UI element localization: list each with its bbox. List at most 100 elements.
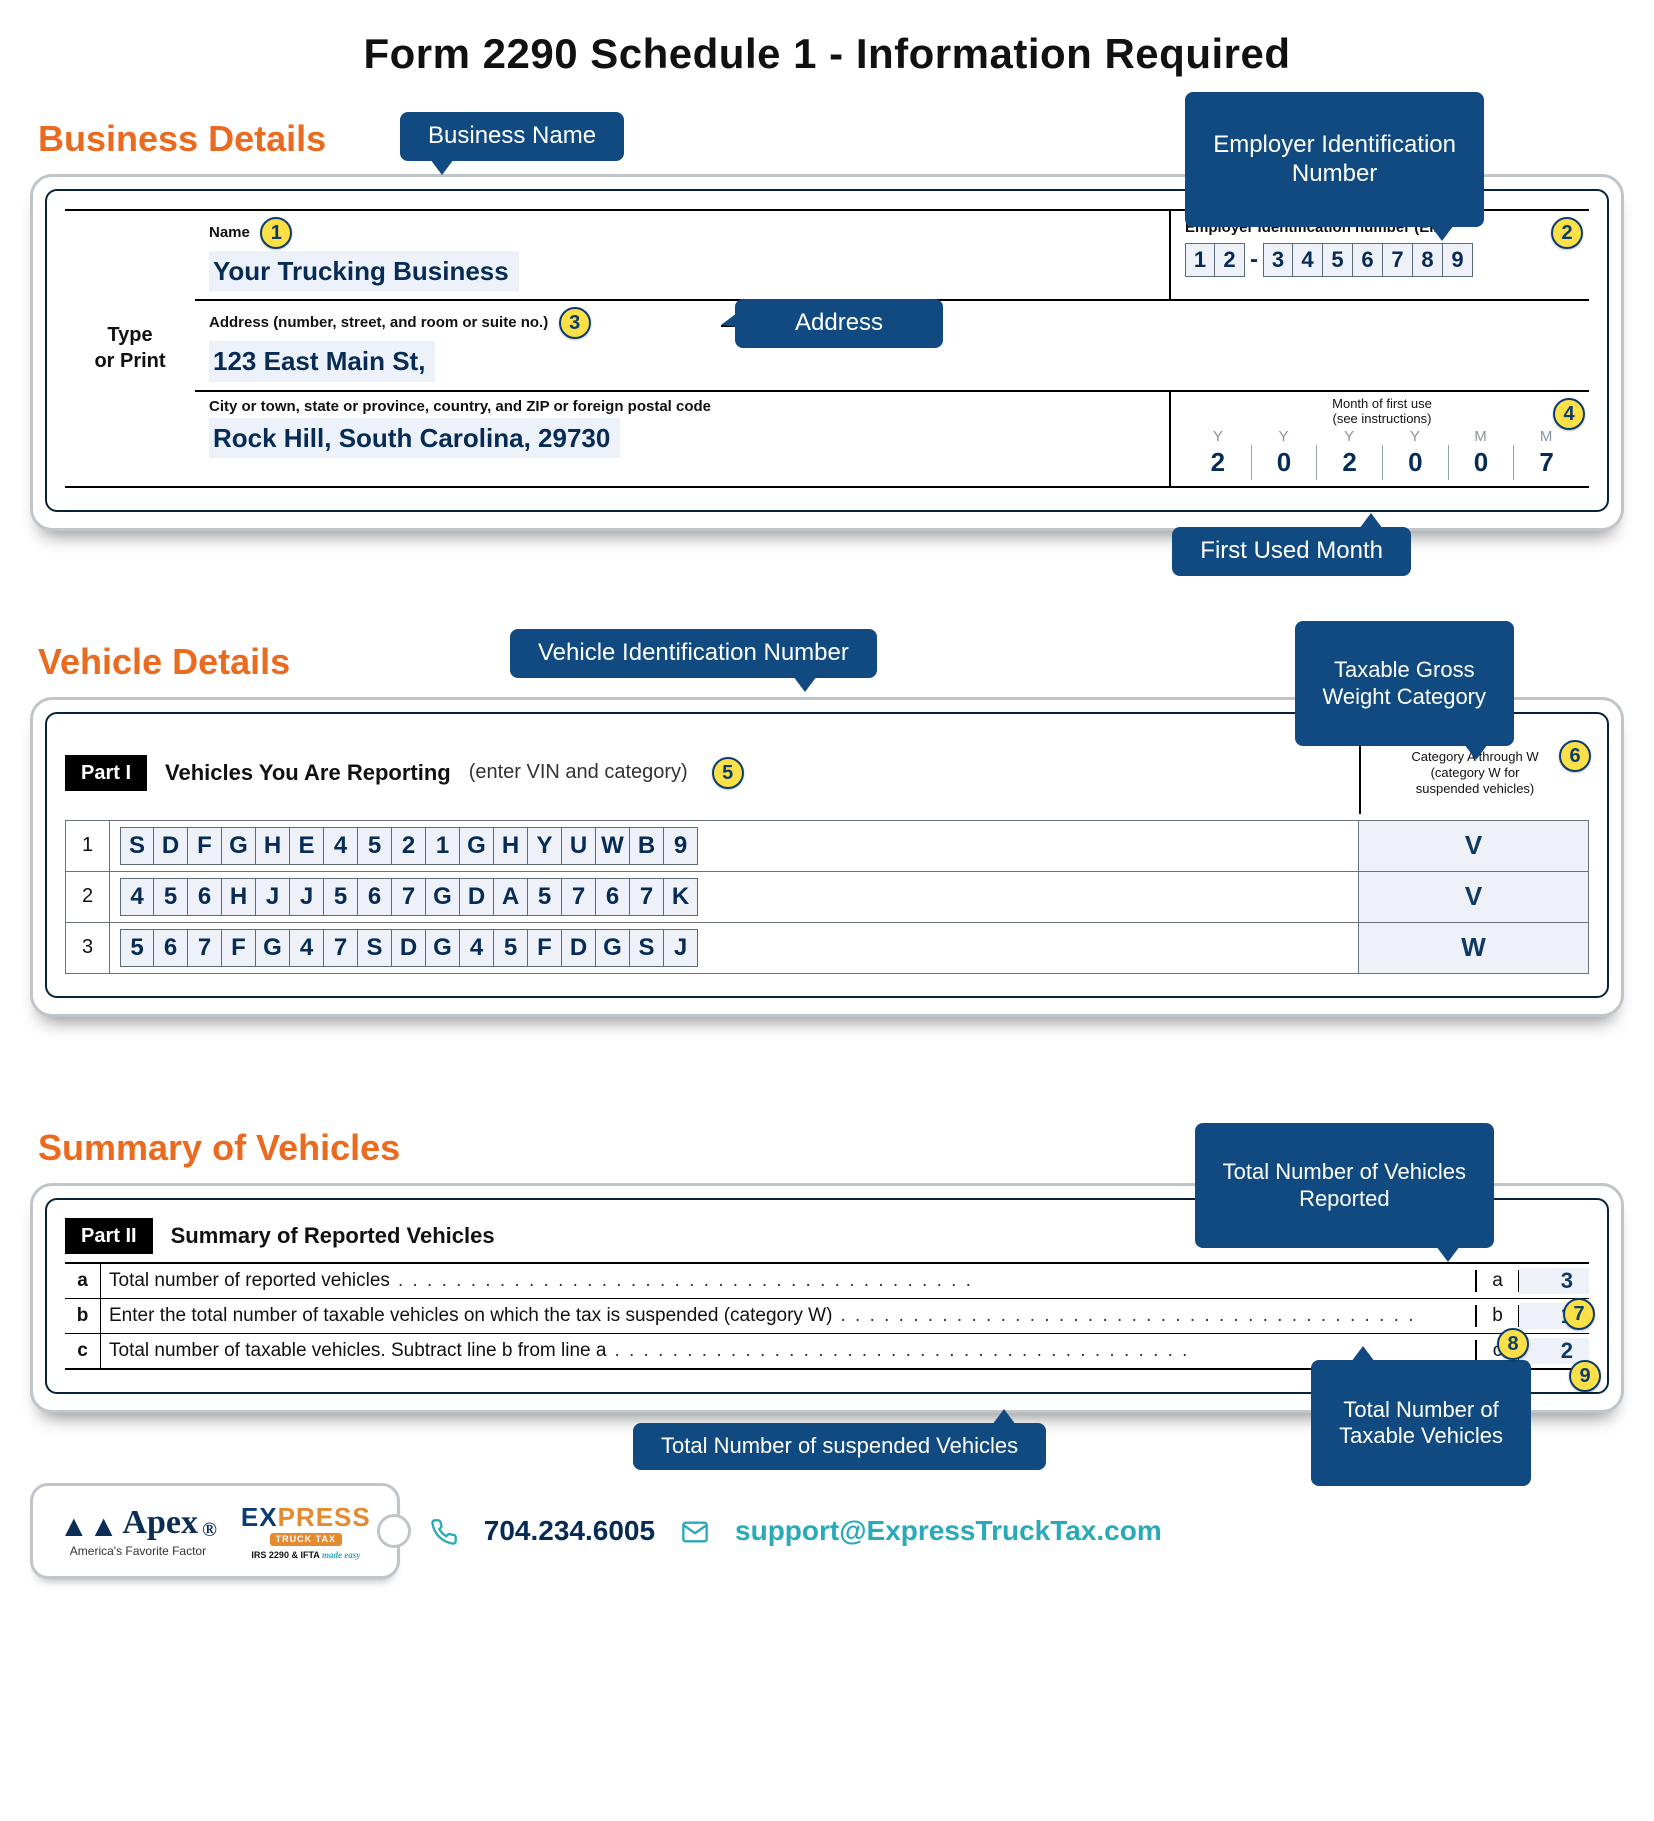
vin-char: 7 [562, 878, 596, 916]
vin-char: 6 [358, 878, 392, 916]
callout-ein: Employer Identification Number [1185, 92, 1484, 227]
vin-char: 5 [528, 878, 562, 916]
badge-6: 6 [1559, 740, 1591, 772]
badge-4: 4 [1553, 398, 1585, 430]
vin-cell: 567FG47SDG45FDGSJ [110, 922, 1359, 973]
vin-char: 6 [154, 929, 188, 967]
vin-category: V [1359, 820, 1589, 871]
vin-char: H [256, 827, 290, 865]
apex-name: Apex [122, 1504, 198, 1542]
apex-glyph-icon: ▲▲ [59, 1512, 118, 1542]
vin-char: D [392, 929, 426, 967]
label-name: Name [209, 224, 250, 241]
vin-char: 5 [120, 929, 154, 967]
phone-icon [430, 1515, 458, 1547]
support-email-link[interactable]: support@ExpressTruckTax.com [735, 1515, 1162, 1547]
part-ii-tag: Part II [65, 1218, 153, 1254]
summary-label: Total number of taxable vehicles. Subtra… [101, 1334, 1475, 1368]
badge-3: 3 [559, 307, 591, 339]
vin-char: 5 [494, 929, 528, 967]
vin-char: J [290, 878, 324, 916]
vin-char: 9 [664, 827, 698, 865]
badge-1: 1 [260, 217, 292, 249]
expresstrucktax-logo: EXPRESS TRUCK TAX IRS 2290 & IFTA made e… [241, 1502, 371, 1560]
vin-char: E [290, 827, 324, 865]
summary-key: b [65, 1299, 101, 1333]
summary-row: aTotal number of reported vehiclesa3 [65, 1264, 1589, 1299]
vin-char: W [596, 827, 630, 865]
callout-first-used-month: First Used Month [1172, 527, 1411, 576]
vin-char: A [494, 878, 528, 916]
value-address: 123 East Main St, [209, 341, 435, 381]
ein-digit: 9 [1443, 243, 1473, 277]
vin-char: 6 [596, 878, 630, 916]
vin-char: 4 [290, 929, 324, 967]
vin-char: 7 [188, 929, 222, 967]
vin-char: G [460, 827, 494, 865]
vin-char: G [256, 929, 290, 967]
callout-label: Vehicle Identification Number [538, 639, 849, 666]
vin-row-number: 2 [66, 871, 110, 922]
panel-business: Type or Print Name 1 Your Trucking Busin… [30, 174, 1624, 531]
callout-address: Address [735, 299, 943, 348]
ett-bar: TRUCK TAX [270, 1533, 342, 1546]
value-business-name: Your Trucking Business [209, 251, 519, 291]
vin-char: 5 [358, 827, 392, 865]
vin-char: 4 [324, 827, 358, 865]
callout-label: Business Name [428, 122, 596, 149]
badge-9: 9 [1569, 1360, 1601, 1392]
badge-7: 7 [1563, 1298, 1595, 1330]
vin-row: 3567FG47SDG45FDGSJW [66, 922, 1589, 973]
callout-label: Employer Identification Number [1213, 131, 1456, 187]
vin-char: 7 [324, 929, 358, 967]
ein-digit: 4 [1293, 243, 1323, 277]
callout-total-reported: Total Number of Vehicles Reported [1195, 1123, 1494, 1249]
vin-cell: SDFGHE4521GHYUWB9 [110, 820, 1359, 871]
vin-char: K [664, 878, 698, 916]
apex-tagline: America's Favorite Factor [70, 1544, 206, 1558]
apex-logo: ▲▲Apex® America's Favorite Factor [59, 1504, 217, 1558]
vin-char: 2 [392, 827, 426, 865]
label-mofu: Month of first use (see instructions) [1185, 396, 1579, 426]
vin-char: H [494, 827, 528, 865]
vin-char: H [222, 878, 256, 916]
vin-cell: 456HJJ567GDA5767K [110, 871, 1359, 922]
part-i-tag: Part I [65, 755, 147, 791]
mofu-values: 202007 [1185, 445, 1579, 480]
vin-table: 1SDFGHE4521GHYUWB9V2456HJJ567GDA5767KV35… [65, 820, 1589, 974]
logo-ticket: ▲▲Apex® America's Favorite Factor EXPRES… [30, 1483, 400, 1579]
vin-row: 1SDFGHE4521GHYUWB9V [66, 820, 1589, 871]
callout-label: Total Number of suspended Vehicles [661, 1433, 1018, 1458]
vin-char: S [120, 827, 154, 865]
vin-char: F [528, 929, 562, 967]
vin-char: D [154, 827, 188, 865]
vin-char: 6 [188, 878, 222, 916]
ein-digit: 6 [1353, 243, 1383, 277]
vin-row: 2456HJJ567GDA5767KV [66, 871, 1589, 922]
callout-label: Address [795, 309, 883, 336]
summary-key: c [65, 1334, 101, 1368]
summary-key-col: b [1475, 1305, 1519, 1327]
footer: ▲▲Apex® America's Favorite Factor EXPRES… [30, 1483, 1624, 1579]
callout-label: Taxable Gross Weight Category [1323, 657, 1486, 708]
ett-sub-right: made easy [322, 1550, 360, 1560]
vin-char: F [222, 929, 256, 967]
summary-value: 2 [1519, 1338, 1589, 1364]
vin-char: J [664, 929, 698, 967]
vin-category: W [1359, 922, 1589, 973]
page-title: Form 2290 Schedule 1 - Information Requi… [30, 30, 1624, 78]
vin-char: U [562, 827, 596, 865]
vin-char: F [188, 827, 222, 865]
vehicles-note: (enter VIN and category) [469, 761, 688, 784]
label-address: Address (number, street, and room or sui… [209, 315, 548, 332]
vin-char: D [460, 878, 494, 916]
summary-row: bEnter the total number of taxable vehic… [65, 1299, 1589, 1334]
vin-char: 5 [324, 878, 358, 916]
summary-value: 3 [1519, 1268, 1589, 1294]
vin-char: G [222, 827, 256, 865]
callout-label: First Used Month [1200, 537, 1383, 564]
ein-digit: 1 [1185, 243, 1215, 277]
summary-title: Summary of Reported Vehicles [171, 1223, 495, 1249]
ein-digit: 2 [1215, 243, 1245, 277]
badge-8: 8 [1497, 1328, 1529, 1360]
